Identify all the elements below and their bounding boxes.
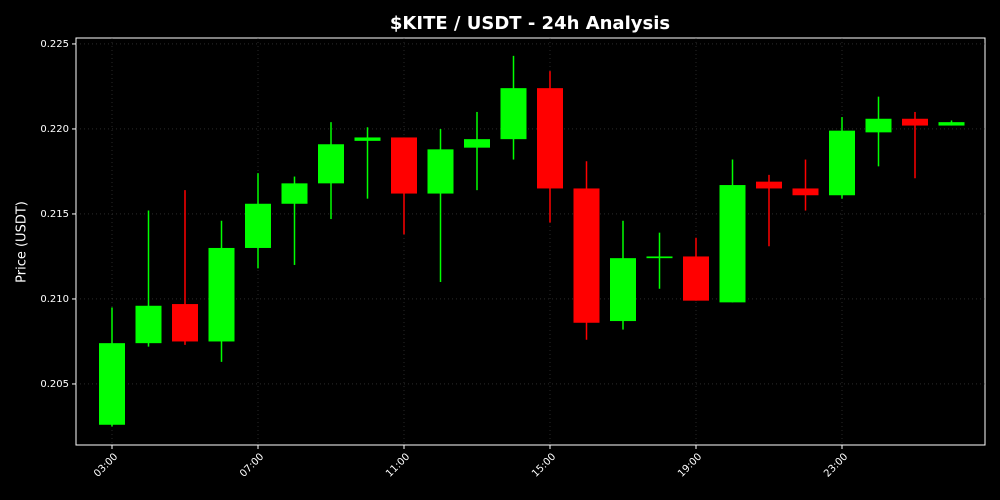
x-tick-label: 15:00	[530, 451, 558, 479]
y-axis-label: Price (USDT)	[15, 201, 30, 283]
y-tick-label: 0.220	[40, 124, 69, 135]
x-tick-label: 03:00	[92, 451, 120, 479]
y-tick-label: 0.210	[40, 294, 69, 305]
candle-body	[610, 258, 636, 322]
candle-body	[172, 304, 198, 342]
candle-body	[500, 88, 527, 140]
y-tick-label: 0.225	[40, 39, 69, 50]
candle-body	[208, 247, 235, 342]
chart-title: $KITE / USDT - 24h Analysis	[390, 13, 670, 34]
y-tick-label: 0.215	[40, 209, 69, 220]
candle-body	[537, 88, 563, 189]
x-tick-label: 11:00	[384, 451, 412, 479]
x-tick-label: 07:00	[238, 451, 266, 479]
candle-body	[573, 188, 600, 323]
y-tick-label: 0.205	[40, 379, 69, 390]
candle-body	[683, 256, 709, 301]
candle-body	[281, 183, 308, 204]
candle-body	[756, 181, 782, 189]
candle-body	[318, 144, 344, 184]
candle-body	[902, 118, 928, 126]
x-tick-label: 23:00	[822, 451, 850, 479]
candle-body	[865, 118, 892, 133]
candle-body	[99, 343, 125, 425]
x-tick-label: 19:00	[676, 451, 704, 479]
candle-body	[354, 137, 381, 141]
candle-body	[464, 139, 490, 148]
candle-body	[245, 203, 271, 248]
candle-body	[391, 137, 417, 194]
candle-body	[829, 130, 855, 196]
candle-body	[719, 185, 746, 303]
candle-body	[792, 188, 819, 196]
plot-frame	[75, 37, 986, 446]
candle-body	[135, 305, 162, 344]
candle-body	[427, 149, 454, 194]
candle-body	[646, 256, 673, 259]
candle-body	[938, 122, 965, 126]
